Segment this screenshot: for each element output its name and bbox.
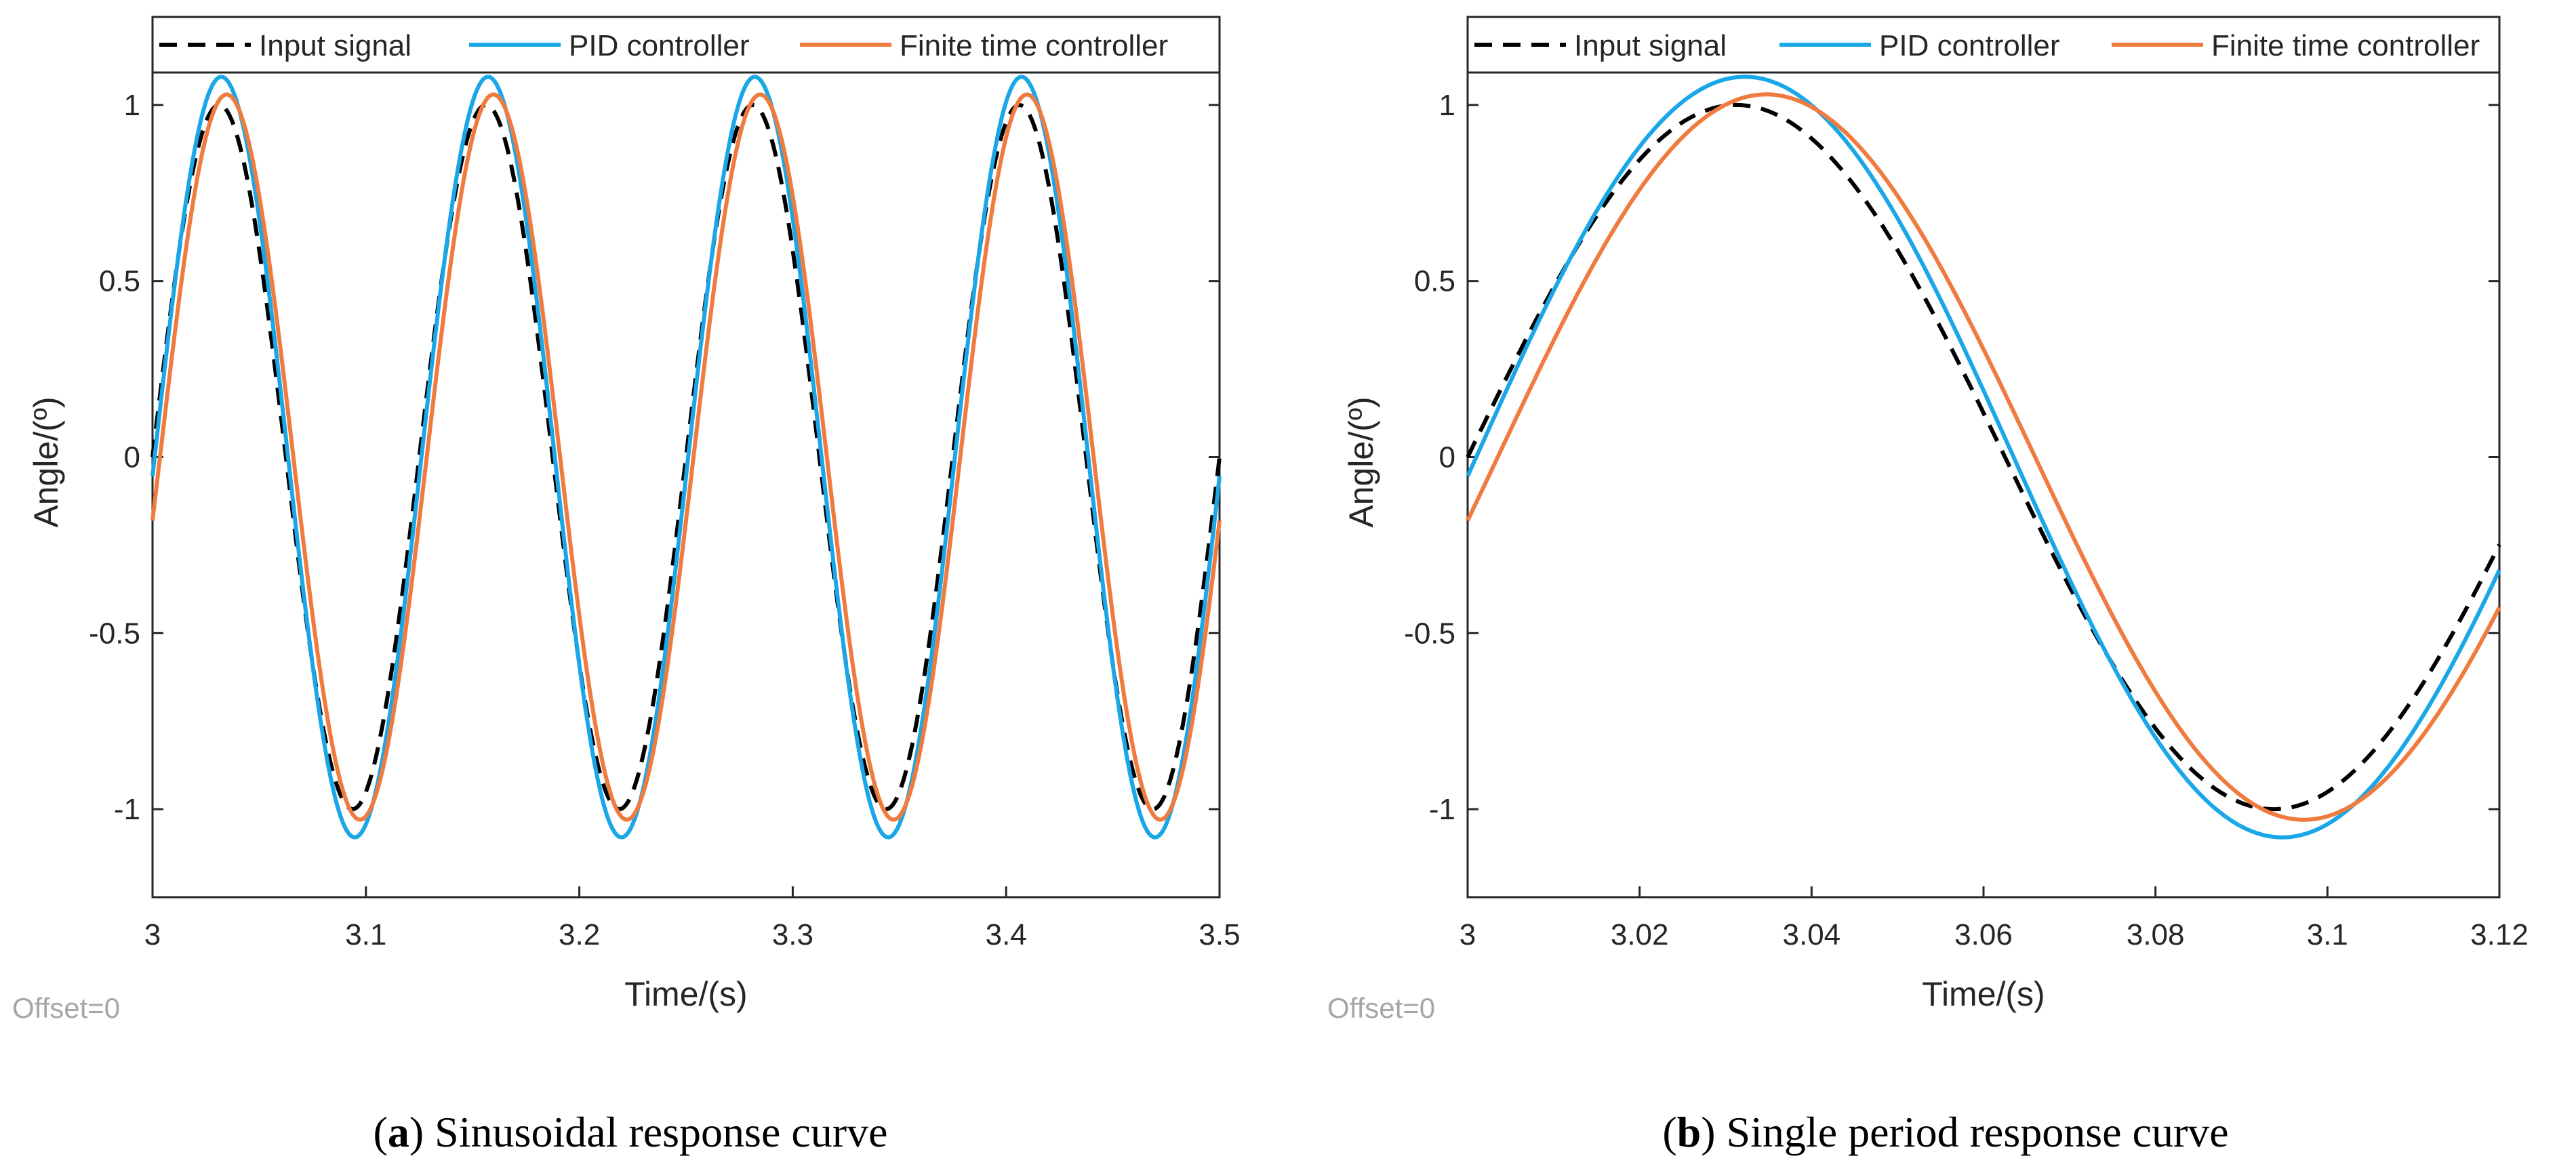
- data-series-group: [1466, 75, 2501, 840]
- caption-letter: b: [1677, 1108, 1702, 1156]
- x-tick-label: 3.12: [2470, 918, 2529, 951]
- legend-label: Input signal: [1574, 29, 1727, 62]
- x-tick-label: 3.02: [1611, 918, 1669, 951]
- y-tick-label: 0.5: [1414, 265, 1455, 298]
- legend-label: Finite time controller: [900, 29, 1168, 62]
- x-tick-label: 3: [144, 918, 161, 951]
- x-tick-label: 3.06: [1954, 918, 2013, 951]
- y-tick-label: -0.5: [1404, 617, 1455, 650]
- y-tick-label: -1: [114, 793, 140, 826]
- x-tick-label: 3.08: [2127, 918, 2185, 951]
- panel-caption: (a) Sinusoidal response curve: [374, 1108, 888, 1156]
- y-tick-label: 0: [1439, 441, 1455, 474]
- legend: Input signal PID controller Finite time co…: [151, 16, 1221, 74]
- panel-caption: (b) Single period response curve: [1662, 1108, 2228, 1156]
- x-tick-label: 3: [1460, 918, 1476, 951]
- x-tick-label: 3.5: [1199, 918, 1240, 951]
- chart-panel-single-period: Input signal PID controller Finite time co…: [1327, 16, 2529, 1156]
- y-tick-label: -1: [1429, 793, 1455, 826]
- chart-panel-sinusoidal: Input signal PID controller Finite time co…: [12, 16, 1241, 1156]
- x-tick-label: 3.1: [2307, 918, 2348, 951]
- legend-label: Input signal: [259, 29, 411, 62]
- series-line-pid-controller: [1466, 75, 2501, 840]
- y-tick-label: -0.5: [89, 617, 140, 650]
- y-tick-label: 1: [1439, 89, 1455, 122]
- caption-letter: a: [388, 1108, 409, 1156]
- series-line-input-signal: [1466, 102, 2501, 812]
- x-axis-label: Time/(s): [624, 975, 747, 1013]
- data-series-group: [150, 75, 1222, 840]
- y-tick-label: 1: [124, 89, 140, 122]
- legend-box: [1466, 16, 2501, 74]
- legend-label: PID controller: [1879, 29, 2060, 62]
- series-line-finite-time-controller: [150, 92, 1222, 822]
- legend: Input signal PID controller Finite time co…: [1466, 16, 2501, 74]
- series-line-finite-time-controller: [1466, 92, 2501, 822]
- plot-area: [151, 16, 1221, 899]
- legend-box: [151, 16, 1221, 74]
- tick-labels: 3 3.1 3.2 3.3 3.4 3.5 1 0.5 0 -0.5 -1: [89, 89, 1240, 951]
- caption-text: Single period response curve: [1716, 1108, 2229, 1156]
- x-tick-label: 3.04: [1783, 918, 1841, 951]
- caption-close: ): [1701, 1108, 1715, 1156]
- plot-area: [1466, 16, 2501, 899]
- y-tick-label: 0: [124, 441, 140, 474]
- x-tick-label: 3.2: [559, 918, 600, 951]
- y-axis-label: Angle/(º): [1342, 396, 1380, 527]
- caption-close: ): [409, 1108, 424, 1156]
- y-axis-label: Angle/(º): [27, 396, 65, 527]
- caption-text: Sinusoidal response curve: [424, 1108, 887, 1156]
- x-tick-label: 3.1: [345, 918, 386, 951]
- tick-labels: 3 3.02 3.04 3.06 3.08 3.1 3.12 1 0.5 0 -0.5 -1: [1404, 89, 2529, 951]
- x-tick-label: 3.3: [772, 918, 813, 951]
- offset-note: Offset=0: [1327, 992, 1435, 1024]
- x-axis-label: Time/(s): [1922, 975, 2045, 1013]
- legend-label: PID controller: [569, 29, 750, 62]
- x-tick-label: 3.4: [986, 918, 1027, 951]
- legend-label: Finite time controller: [2211, 29, 2480, 62]
- caption-open: (: [1662, 1108, 1676, 1156]
- offset-note: Offset=0: [12, 992, 120, 1024]
- y-tick-label: 0.5: [99, 265, 140, 298]
- series-line-input-signal: [150, 102, 1222, 812]
- caption-open: (: [374, 1108, 388, 1156]
